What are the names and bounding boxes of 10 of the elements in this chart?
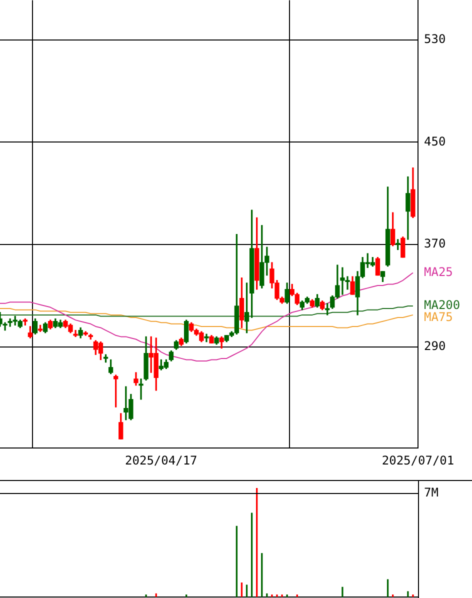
ref-line-label: 7M: [424, 486, 438, 500]
series-label: MA25: [424, 264, 453, 279]
y-tick-label: 290: [424, 339, 446, 354]
x-tick-label: 2025/07/01: [382, 453, 454, 468]
series-label: MA75: [424, 310, 453, 324]
y-tick-label: 370: [424, 236, 446, 251]
x-tick-label: 2025/04/17: [125, 453, 198, 468]
series-label: MA200: [424, 298, 460, 312]
y-tick-label: 450: [424, 134, 446, 148]
y-tick-label: 530: [424, 32, 446, 46]
